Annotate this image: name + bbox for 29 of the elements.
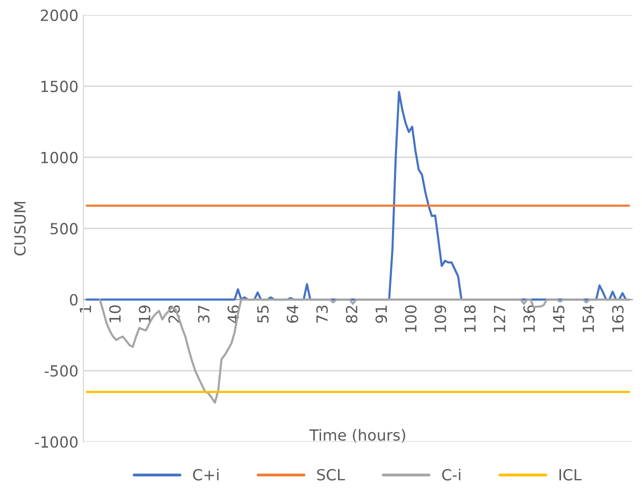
x-tick-label: 91 <box>375 306 387 323</box>
x-tick-label: 73 <box>316 306 328 323</box>
y-tick-label: 1000 <box>41 152 78 164</box>
y-tick-label: -500 <box>44 365 78 377</box>
x-tick-label: 82 <box>346 306 358 323</box>
x-axis-title: Time (hours) <box>309 428 406 443</box>
legend-label: C-i <box>442 468 460 481</box>
legend-label: SCL <box>317 468 345 481</box>
x-tick-label: 109 <box>434 305 446 332</box>
x-tick-label: 64 <box>286 305 298 323</box>
legend-label: C+i <box>193 468 218 481</box>
x-tick-label: 163 <box>612 306 624 332</box>
y-tick-label: -1000 <box>34 436 78 448</box>
x-tick-label: 19 <box>138 305 150 322</box>
x-tick-label: 55 <box>257 306 269 323</box>
y-axis-title: CUSUM <box>14 202 26 256</box>
x-tick-label: 10 <box>109 305 121 322</box>
x-tick-label: 127 <box>494 306 506 332</box>
legend-label: ICL <box>559 468 582 481</box>
x-tick-label: 100 <box>405 305 417 332</box>
x-tick-label: 118 <box>464 305 476 332</box>
y-tick-label: 500 <box>50 222 78 234</box>
y-tick-label: 2000 <box>40 10 78 22</box>
y-tick-label: 1500 <box>41 80 78 92</box>
y-tick-label: 0 <box>70 294 78 306</box>
x-tick-label: 136 <box>523 305 535 332</box>
x-tick-label: 145 <box>553 306 564 332</box>
x-tick-label: 37 <box>198 306 210 323</box>
x-tick-label: 154 <box>582 305 594 332</box>
